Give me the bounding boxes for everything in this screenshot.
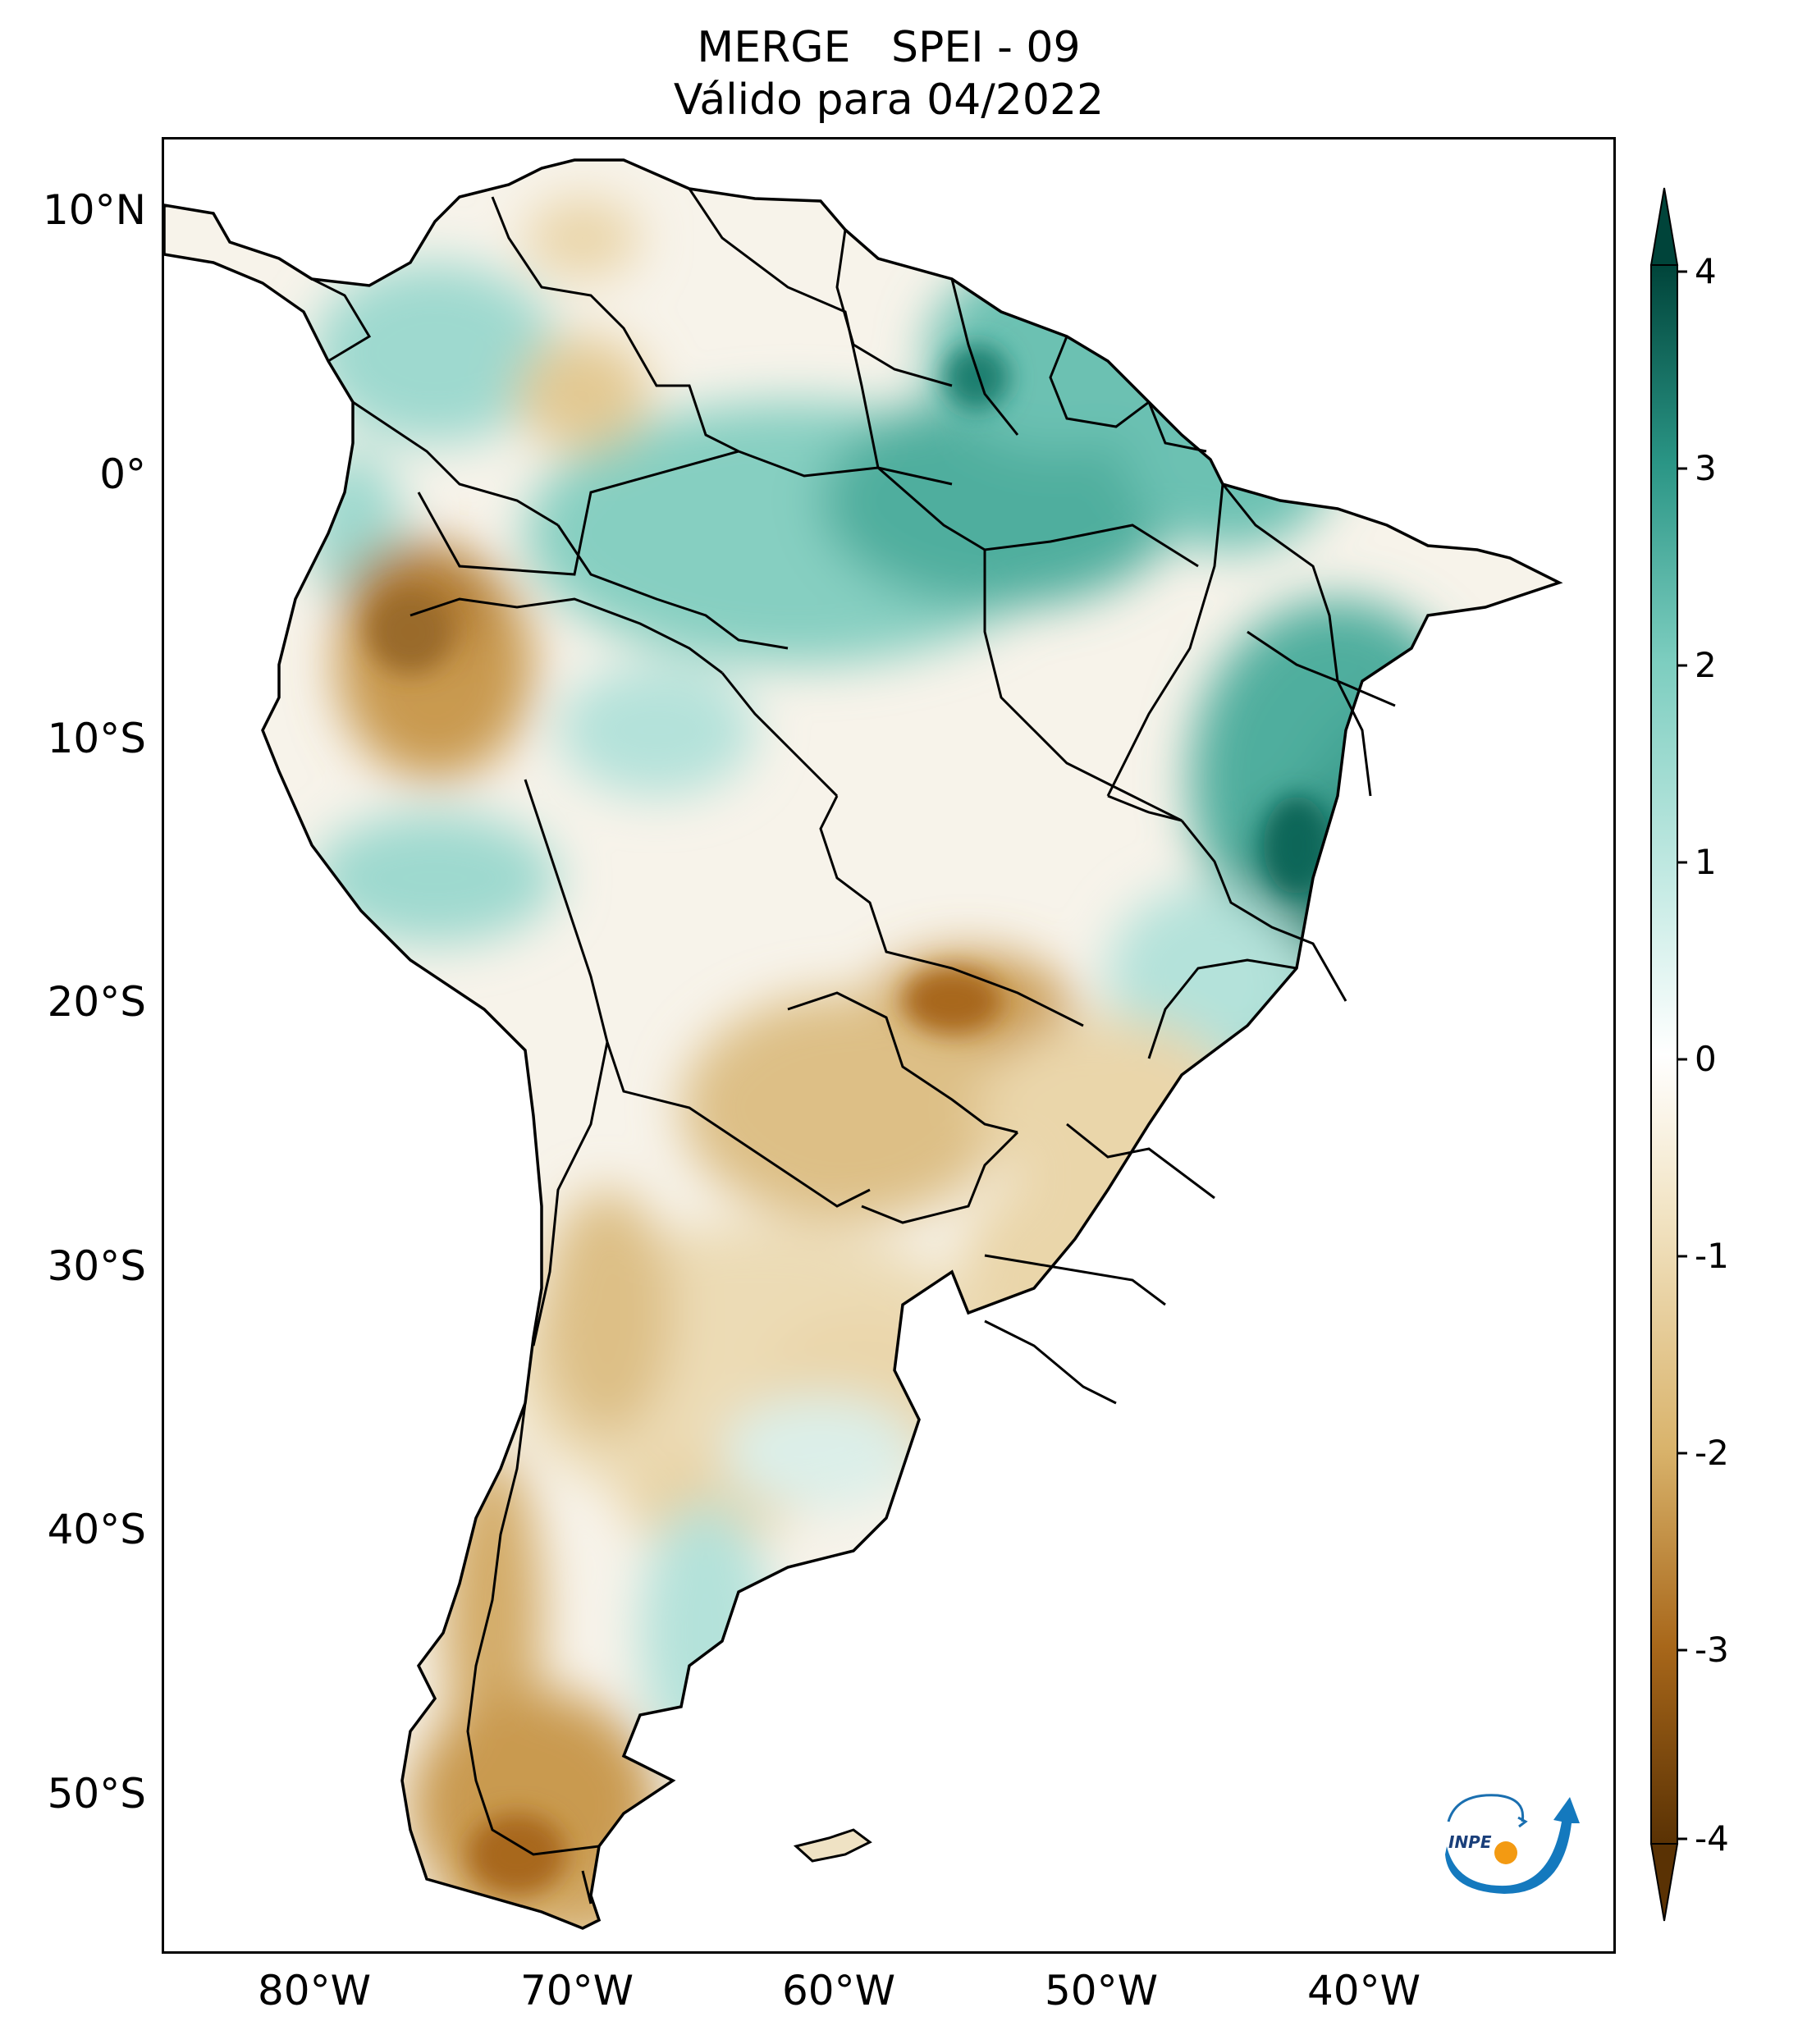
lat-label-20s: 20°S <box>47 978 146 1026</box>
lon-label-80w: 80°W <box>257 1967 372 2014</box>
lon-label-60w: 60°W <box>781 1967 896 2014</box>
colorbar <box>1649 187 1687 1922</box>
map-title: MERGE SPEI - 09 <box>697 23 1081 72</box>
colorbar-max-extension <box>1649 187 1679 266</box>
lon-label-50w: 50°W <box>1044 1967 1159 2014</box>
logo-orbit-line <box>1447 1794 1525 1822</box>
colorbar-min-extension <box>1649 1843 1679 1922</box>
map-panel <box>162 137 1616 1954</box>
lat-label-10s: 10°S <box>47 715 146 762</box>
lat-label-40s: 40°S <box>47 1506 146 1553</box>
inpe-logo: INPE <box>1445 1794 1580 1894</box>
colorbar-tick-0: 0 <box>1695 1039 1717 1079</box>
lat-label-10n: 10°N <box>42 186 146 234</box>
lat-label-50s: 50°S <box>47 1770 146 1818</box>
colorbar-tick-3: 3 <box>1695 448 1717 488</box>
colorbar-gradient <box>1650 264 1678 1845</box>
logo-orange-dot <box>1494 1841 1517 1864</box>
colorbar-tick-minus3: -3 <box>1695 1630 1729 1670</box>
colorbar-tick-1: 1 <box>1695 842 1717 882</box>
falkland-islands <box>793 1828 872 1863</box>
lon-label-70w: 70°W <box>519 1967 634 2014</box>
lat-label-0: 0° <box>99 450 146 498</box>
logo-swoosh <box>1445 1797 1580 1894</box>
logo-text: INPE <box>1448 1832 1492 1852</box>
map-subtitle: Válido para 04/2022 <box>673 75 1105 125</box>
lat-label-30s: 30°S <box>47 1242 146 1290</box>
lon-label-40w: 40°W <box>1306 1967 1421 2014</box>
colorbar-tick-minus1: -1 <box>1695 1236 1729 1276</box>
colorbar-ticks <box>1677 270 1687 1841</box>
colorbar-tick-4: 4 <box>1695 251 1717 291</box>
south-america-map <box>164 158 1561 1930</box>
colorbar-tick-minus4: -4 <box>1695 1818 1729 1859</box>
colorbar-tick-2: 2 <box>1695 645 1717 685</box>
colorbar-tick-minus2: -2 <box>1695 1433 1729 1473</box>
political-boundaries <box>311 188 1396 1905</box>
